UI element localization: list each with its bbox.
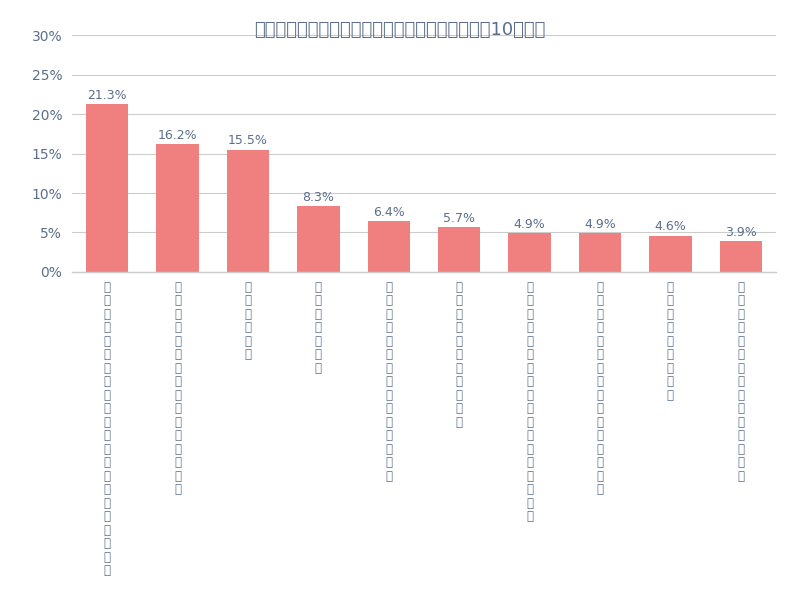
Text: 15.5%: 15.5% [228, 134, 268, 147]
Text: 演
奏
す
る
楽
し
さ
を
知
る
こ
と
が
で
き
た: 演 奏 す る 楽 し さ を 知 る こ と が で き た [174, 281, 181, 496]
Text: 頑
張
れ
る
力
を
つ
け
る
こ
と
が
で
き
た: 頑 張 れ る 力 を つ け る こ と が で き た [386, 281, 392, 483]
Text: 忍
耐
力
が
つ
い
た: 忍 耐 力 が つ い た [315, 281, 322, 375]
Bar [298, 206, 339, 272]
Bar [157, 144, 198, 272]
Text: 生
涯
続
け
ら
れ
る
趣
味
を
持
つ
こ
と
が
で
き
た: 生 涯 続 け ら れ る 趣 味 を 持 つ こ と が で き た [526, 281, 533, 523]
Bar [368, 222, 410, 272]
Text: 8.3%: 8.3% [302, 191, 334, 204]
Text: 演
奏
家
を
目
指
す
き
っ
か
け
と
な
っ
た: 演 奏 家 を 目 指 す き っ か け と な っ た [738, 281, 744, 483]
Text: 16.2%: 16.2% [158, 129, 198, 142]
Text: 6.4%: 6.4% [373, 206, 405, 219]
Text: 4.6%: 4.6% [654, 220, 686, 233]
Bar [650, 236, 691, 272]
Bar [438, 227, 480, 272]
Text: 3.9%: 3.9% [725, 226, 757, 239]
Text: 吹奏楽部をやっていて良かったと思うこと（上位10項目）: 吹奏楽部をやっていて良かったと思うこと（上位10項目） [254, 21, 546, 38]
Text: 4.9%: 4.9% [514, 218, 546, 231]
Text: み
ん
な
で
演
奏
す
る
達
成
感
を
味
わ
う
こ
と
と
が
で
き
た: み ん な で 演 奏 す る 達 成 感 を 味 わ う こ と と が で … [104, 281, 110, 577]
Text: 4.9%: 4.9% [584, 218, 616, 231]
Text: 仲
間
が
で
き
た: 仲 間 が で き た [245, 281, 251, 361]
Bar [720, 241, 762, 272]
Text: 観
客
に
感
動
し
て
も
ら
え
た: 観 客 に 感 動 し て も ら え た [456, 281, 462, 428]
Bar [579, 233, 621, 272]
Bar [509, 233, 550, 272]
Text: 5.7%: 5.7% [443, 212, 475, 225]
Text: 音
楽
に
関
す
る
教
養
が
身
に
つ
け
る
こ
と: 音 楽 に 関 す る 教 養 が 身 に つ け る こ と [597, 281, 603, 496]
Bar [86, 104, 128, 272]
Bar [227, 150, 269, 272]
Text: 協
調
性
が
身
に
つ
い
た: 協 調 性 が 身 に つ い た [667, 281, 674, 402]
Text: 21.3%: 21.3% [87, 89, 127, 102]
